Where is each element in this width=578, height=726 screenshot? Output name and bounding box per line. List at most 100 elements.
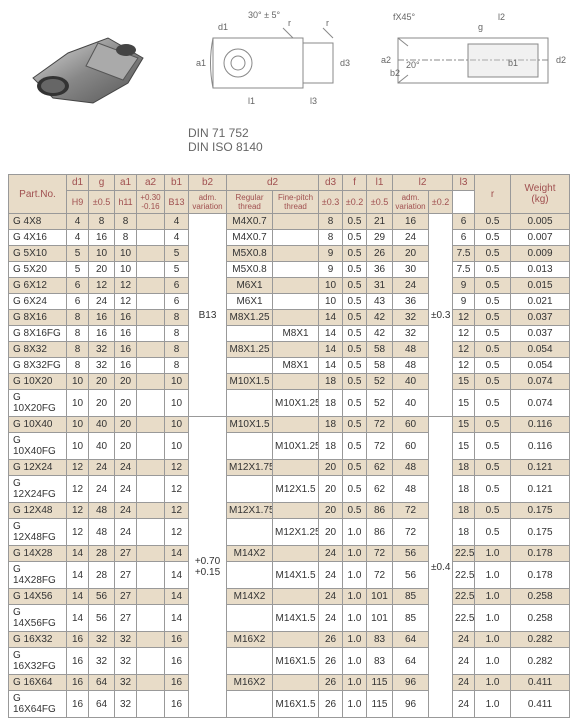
cell: M8X1	[273, 358, 319, 374]
cell: 6	[67, 294, 89, 310]
cell: 1.0	[475, 675, 511, 691]
cell: 16	[165, 632, 189, 648]
cell: 0.282	[511, 632, 570, 648]
cell: 0.411	[511, 691, 570, 718]
cell: 24	[89, 460, 115, 476]
cell: 22.5	[453, 605, 475, 632]
cell	[137, 326, 165, 342]
cell	[137, 230, 165, 246]
b2-span2: +0.70 +0.15	[189, 417, 227, 718]
cell: 16	[115, 358, 137, 374]
cell: 10	[319, 294, 343, 310]
cell: 10	[67, 433, 89, 460]
cell: 1.0	[475, 562, 511, 589]
cell: 0.5	[475, 417, 511, 433]
cell: G 16X32FG	[9, 648, 67, 675]
cell: 85	[393, 605, 429, 632]
cell: M5X0.8	[227, 262, 273, 278]
cell: 20	[115, 374, 137, 390]
cell: 0.5	[343, 262, 367, 278]
cell: 0.037	[511, 310, 570, 326]
cell: 56	[89, 605, 115, 632]
cell: 30	[393, 262, 429, 278]
cell: 8	[89, 214, 115, 230]
cell: 9	[453, 294, 475, 310]
table-row: G 12X2412242412M12X1.75200.56248180.50.1…	[9, 460, 570, 476]
cell: 12	[453, 358, 475, 374]
h-b1-sub: B13	[165, 191, 189, 214]
h-a1-sub: h11	[115, 191, 137, 214]
cell: G 8X16FG	[9, 326, 67, 342]
cell: 20	[115, 390, 137, 417]
cell: 8	[165, 326, 189, 342]
svg-text:fX45°: fX45°	[393, 12, 416, 22]
cell	[137, 632, 165, 648]
cell	[273, 675, 319, 691]
cell: 64	[89, 691, 115, 718]
cell	[227, 562, 273, 589]
cell: 14	[319, 342, 343, 358]
cell: 6	[67, 278, 89, 294]
cell: 0.5	[343, 294, 367, 310]
l2var-span2: ±0.4	[429, 417, 453, 718]
svg-text:r: r	[288, 18, 291, 28]
cell: 15	[453, 417, 475, 433]
cell: 4	[165, 230, 189, 246]
h-b2: b2	[189, 175, 227, 191]
cell: 20	[115, 433, 137, 460]
cell: 9	[319, 246, 343, 262]
cell: 10	[165, 374, 189, 390]
cell	[137, 214, 165, 230]
cell: 0.5	[343, 342, 367, 358]
cell: G 14X56	[9, 589, 67, 605]
cell: 27	[115, 589, 137, 605]
cell: 16	[67, 675, 89, 691]
cell: M8X1.25	[227, 342, 273, 358]
cell: 0.015	[511, 278, 570, 294]
h-d2-reg: Regular thread	[227, 191, 273, 214]
cell: 28	[89, 562, 115, 589]
cell: 1.0	[343, 675, 367, 691]
cell	[273, 460, 319, 476]
cell: 32	[115, 632, 137, 648]
cell: 10	[165, 433, 189, 460]
cell	[273, 214, 319, 230]
cell	[227, 691, 273, 718]
h-l2: l2	[393, 175, 453, 191]
svg-text:r: r	[326, 18, 329, 28]
cell: 18	[453, 476, 475, 503]
drawing-side: 30° ± 5° a1 d1 r r d3 l1 l3	[188, 8, 358, 108]
cell	[137, 675, 165, 691]
cell: 0.5	[343, 214, 367, 230]
cell: 12	[453, 326, 475, 342]
cell: 21	[367, 214, 393, 230]
cell: 14	[67, 589, 89, 605]
cell: M12X1.75	[227, 503, 273, 519]
cell: 8	[115, 230, 137, 246]
cell: 64	[393, 648, 429, 675]
cell: 15	[453, 374, 475, 390]
cell	[273, 262, 319, 278]
cell: 12	[165, 476, 189, 503]
cell: M14X1.5	[273, 562, 319, 589]
cell: 4	[67, 214, 89, 230]
cell: 0.5	[343, 476, 367, 503]
h-partno: Part.No.	[9, 175, 67, 214]
cell: M4X0.7	[227, 214, 273, 230]
table-row: G 14X56FG14562714M14X1.5241.01018522.51.…	[9, 605, 570, 632]
cell: 0.116	[511, 417, 570, 433]
table-row: G 14X28FG14282714M14X1.5241.0725622.51.0…	[9, 562, 570, 589]
cell: 14	[67, 562, 89, 589]
cell: 16	[115, 326, 137, 342]
table-row: G 16X32FG16323216M16X1.5261.08364241.00.…	[9, 648, 570, 675]
cell: 16	[67, 691, 89, 718]
cell: 29	[367, 230, 393, 246]
cell: 10	[89, 246, 115, 262]
table-header: Part.No. d1 g a1 a2 b1 b2 d2 d3 f l1 l2 …	[9, 175, 570, 214]
cell: 14	[165, 605, 189, 632]
cell: 27	[115, 546, 137, 562]
cell: M16X2	[227, 632, 273, 648]
cell: G 10X40	[9, 417, 67, 433]
cell: 16	[89, 230, 115, 246]
cell: M14X2	[227, 546, 273, 562]
